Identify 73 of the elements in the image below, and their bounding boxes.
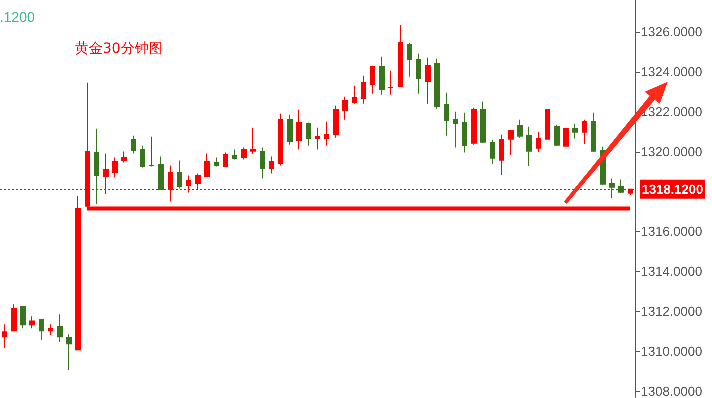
candlestick	[39, 319, 44, 341]
candlestick	[324, 121, 329, 146]
candlestick	[287, 114, 293, 146]
candlestick	[591, 112, 596, 153]
candlestick	[462, 112, 467, 154]
y-tick-label: 1308.0000	[641, 384, 702, 398]
candlestick	[66, 334, 72, 371]
candlestick	[204, 153, 210, 178]
candlestick	[131, 135, 136, 154]
candlestick	[508, 130, 514, 156]
candlestick	[609, 178, 615, 199]
candlestick	[57, 314, 63, 343]
y-tick-label: 1310.0000	[641, 344, 702, 360]
candlestick	[315, 127, 320, 150]
candlestick	[352, 85, 357, 104]
candlestick	[361, 75, 366, 104]
candlestick	[572, 123, 578, 140]
text: 黄金30分钟图	[75, 41, 163, 57]
candlestick	[471, 107, 477, 146]
candlestick	[370, 65, 375, 94]
candlestick	[388, 70, 394, 96]
ref-line-label: 1318.1200	[642, 182, 704, 197]
candlestick	[582, 119, 587, 145]
candlestick	[112, 157, 118, 178]
candlestick	[140, 145, 145, 168]
candlestick	[48, 324, 53, 336]
y-tick-label: 1316.0000	[641, 224, 702, 240]
candlestick	[296, 109, 302, 150]
candlestick	[434, 58, 440, 110]
candlestick	[158, 156, 164, 190]
candlestick	[223, 152, 228, 168]
candlestick	[214, 157, 219, 168]
candlestick	[2, 324, 7, 349]
candlestick	[554, 124, 560, 147]
candlestick	[241, 147, 247, 160]
candlestick	[480, 101, 486, 144]
candlestick	[11, 304, 17, 332]
candlestick	[407, 42, 412, 78]
candlestick	[444, 92, 449, 136]
y-tick-label: 1320.0000	[641, 144, 702, 160]
y-tick-label: 1326.0000	[641, 24, 702, 40]
candlestick	[20, 306, 26, 330]
candlestick	[260, 147, 265, 180]
candlestick	[333, 105, 339, 138]
candlestick	[306, 122, 311, 146]
candlestick	[177, 160, 182, 190]
candlestick	[618, 179, 624, 194]
candlestick	[121, 151, 127, 164]
y-tick-label: 1314.0000	[641, 264, 702, 280]
candlestick	[517, 119, 523, 139]
candlestick	[342, 96, 348, 120]
candlestick	[425, 57, 431, 104]
candlestick	[149, 136, 155, 168]
y-tick-label: 1312.0000	[641, 304, 702, 320]
candlestick	[536, 131, 541, 153]
candlestick	[545, 109, 550, 140]
y-tick-label: 1324.0000	[641, 64, 702, 80]
annotation: .1200	[0, 9, 36, 25]
candlestick	[563, 128, 569, 147]
candlestick	[490, 139, 495, 165]
candlestick	[278, 113, 283, 166]
candlestick	[416, 53, 421, 94]
candlestick	[232, 149, 237, 160]
candlestick	[398, 24, 403, 88]
candlestick	[499, 134, 504, 176]
candlestick	[379, 56, 385, 96]
candlestick	[269, 156, 274, 174]
candlestick	[250, 127, 256, 155]
candlestick	[29, 316, 35, 330]
candlestick	[453, 111, 458, 148]
candlestick	[526, 126, 532, 167]
candlestick	[94, 128, 99, 205]
candlestick	[75, 196, 81, 351]
